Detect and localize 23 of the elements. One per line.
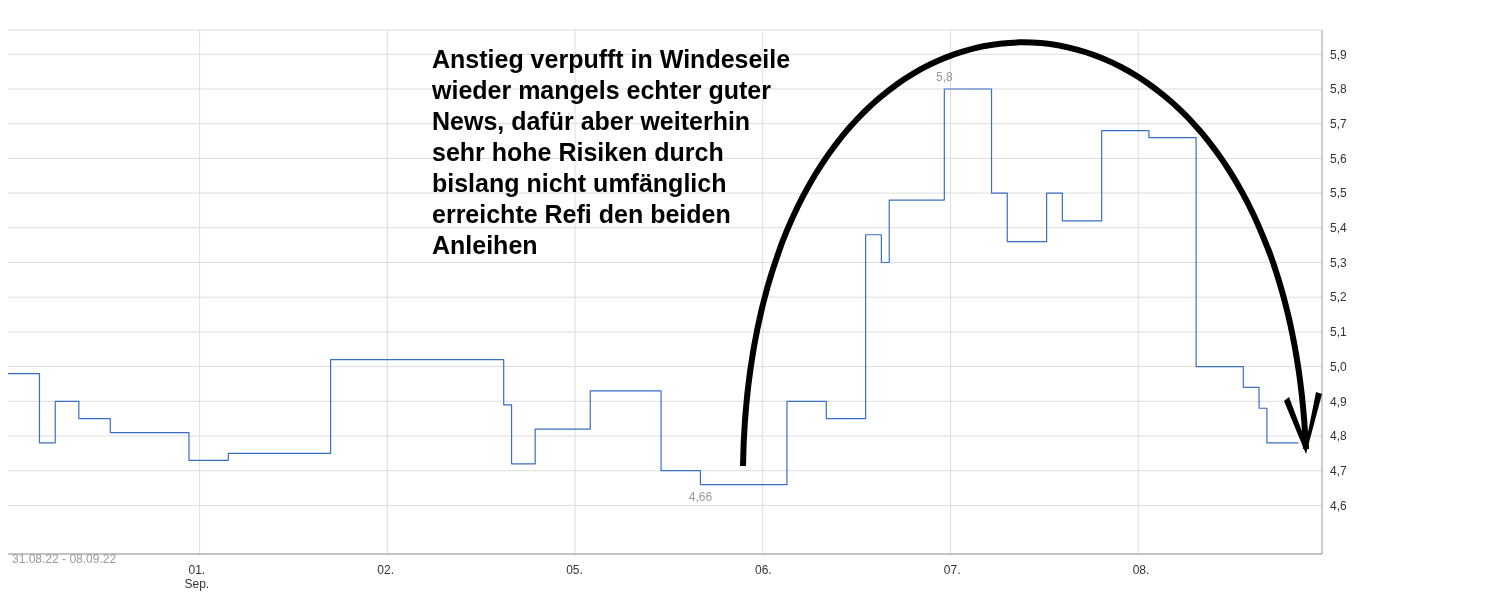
y-tick-label: 5,6 xyxy=(1330,151,1348,166)
annotation: 31.08.22 - 08.09.22 xyxy=(12,552,117,566)
x-tick-label: 02. xyxy=(377,563,395,577)
y-tick-label: 5,1 xyxy=(1330,325,1348,340)
y-tick-label: 5,5 xyxy=(1330,186,1348,201)
y-tick-label: 5,2 xyxy=(1330,290,1348,305)
y-tick-label: 4,8 xyxy=(1330,429,1348,444)
x-tick-label: 06. xyxy=(755,563,772,577)
y-tick-label: 4,7 xyxy=(1330,463,1348,478)
x-tick-label: 05. xyxy=(566,563,583,577)
y-tick-label: 5,3 xyxy=(1330,255,1348,270)
y-tick-label: 5,7 xyxy=(1330,116,1348,131)
x-tick-label: 01. Sep. xyxy=(184,563,210,591)
x-tick-label: 07. xyxy=(943,563,961,577)
y-tick-label: 5,4 xyxy=(1330,221,1348,236)
y-tick-label: 5,0 xyxy=(1330,359,1348,374)
x-tick-label: 08. xyxy=(1132,563,1150,577)
annotation: 4,66 xyxy=(688,490,713,505)
y-tick-label: 5,9 xyxy=(1330,47,1348,62)
y-tick-label: 5,8 xyxy=(1330,82,1348,97)
y-tick-label: 4,9 xyxy=(1330,394,1348,409)
y-tick-label: 4,6 xyxy=(1330,498,1348,513)
annotation: Anstieg verpufft in Windeseile wieder mangels echter guter News, dafür aber weiterhin sehr hohe Risiken durch bislang nicht umfänglich erreichte Refi den beiden Anleihen xyxy=(432,44,792,261)
